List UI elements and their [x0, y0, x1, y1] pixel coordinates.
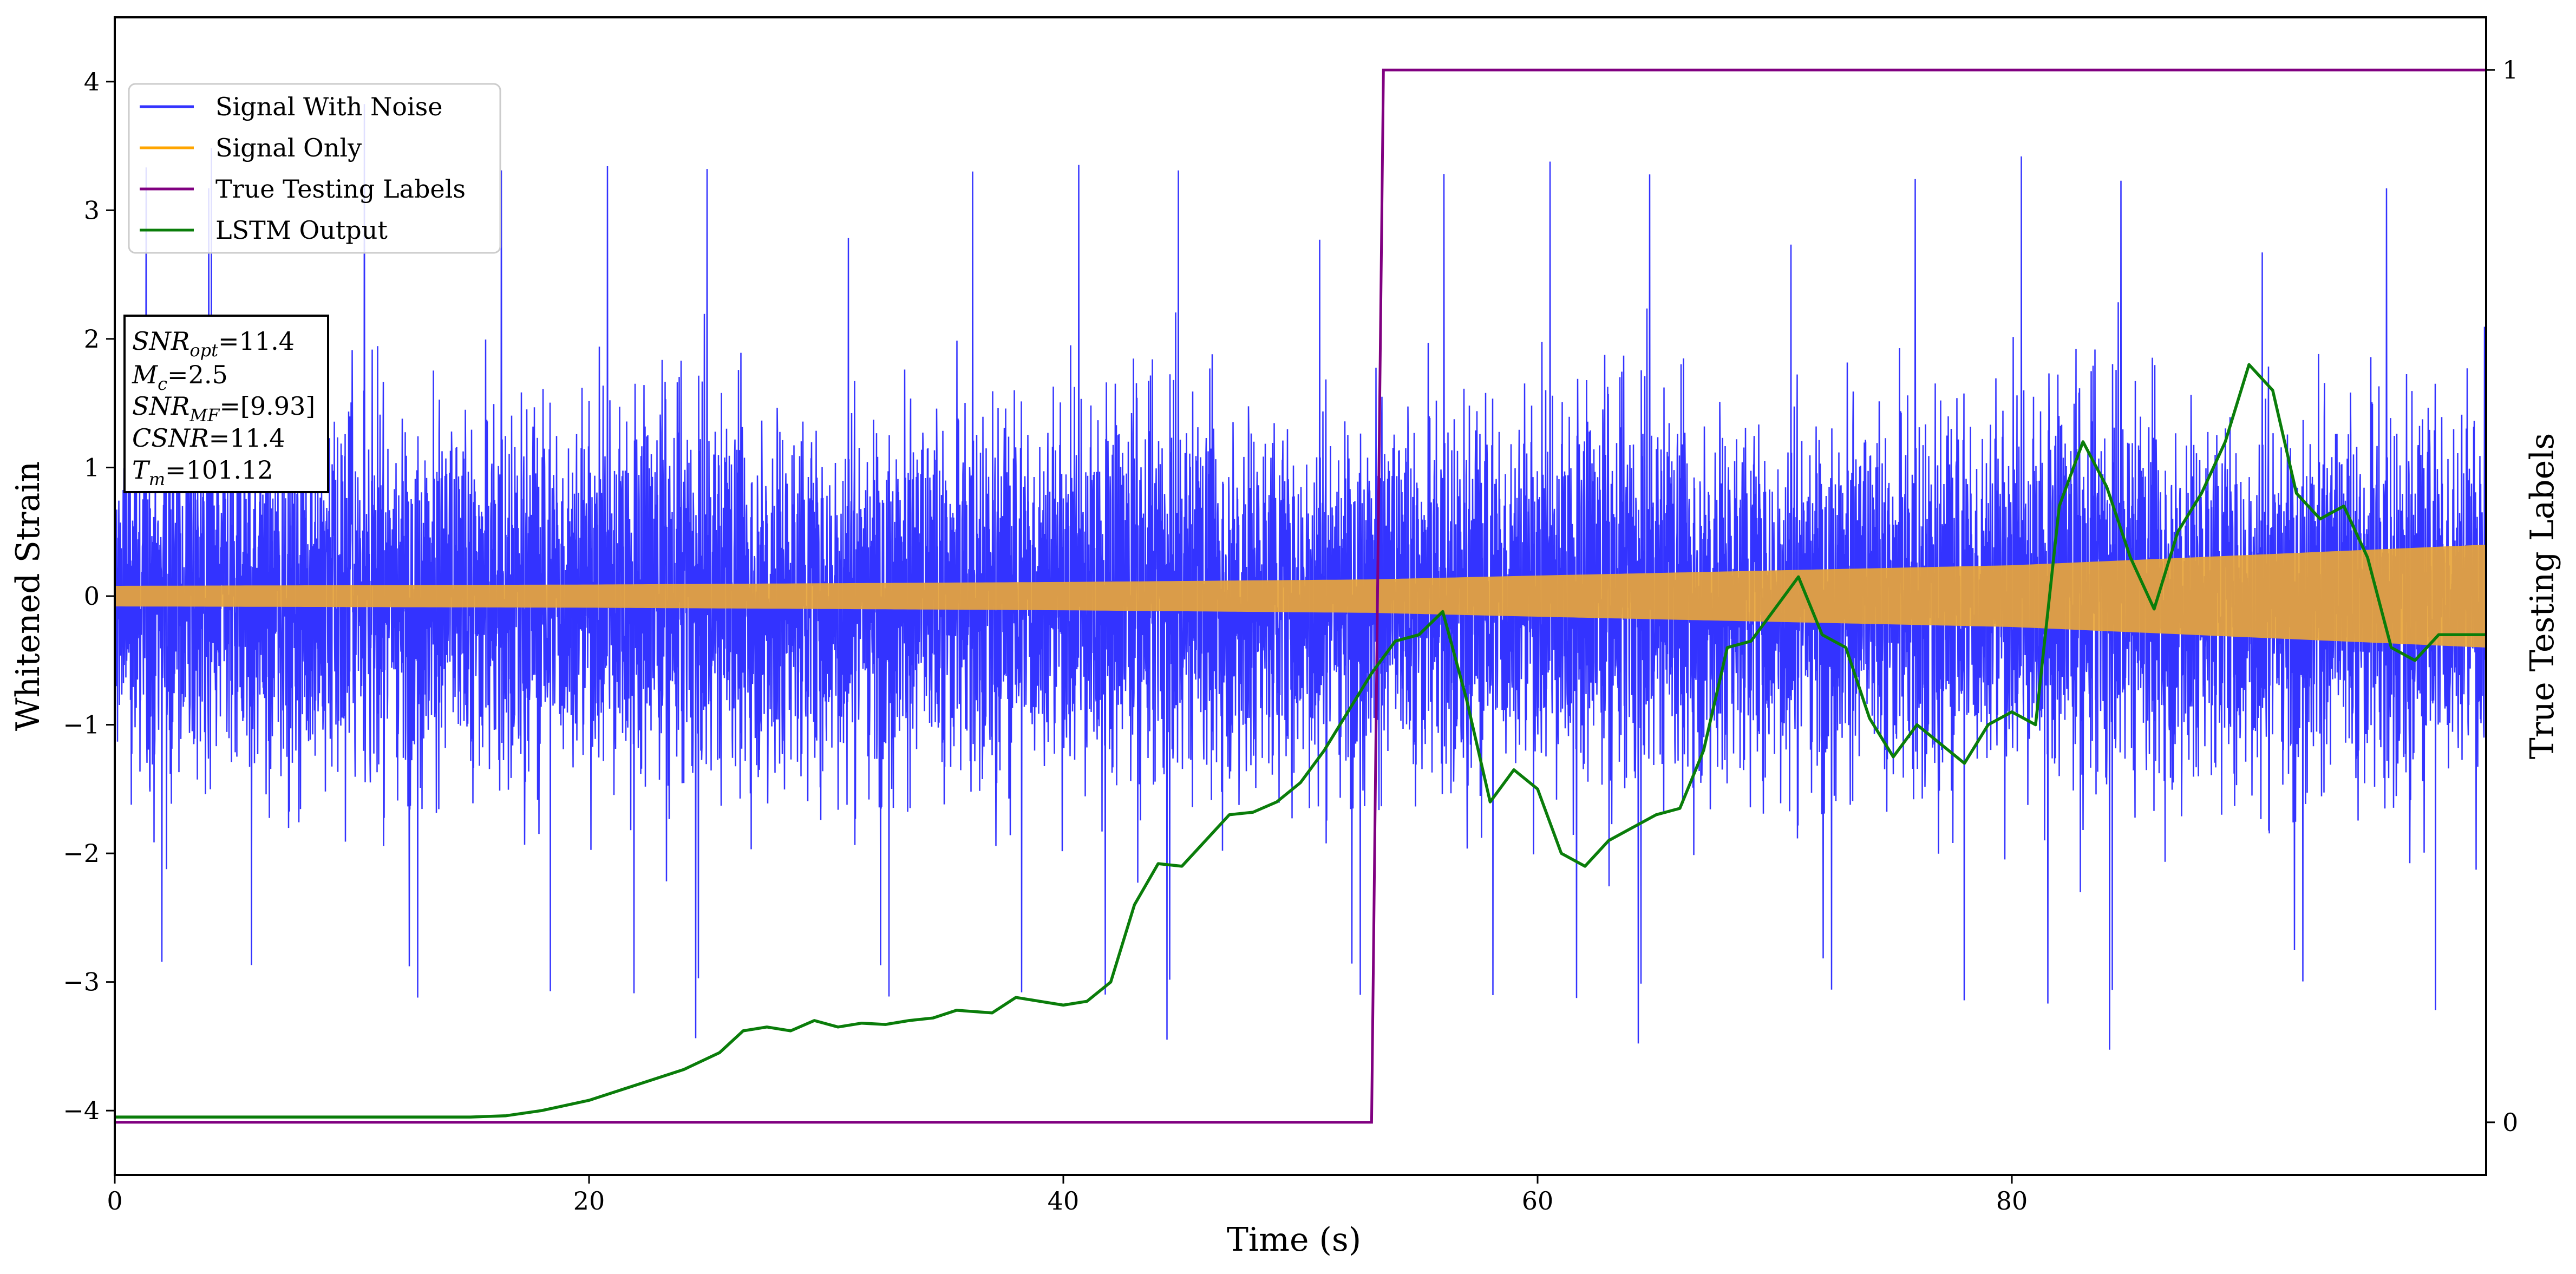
y-tick-label: 1 [84, 453, 100, 482]
y-tick-label: −3 [63, 968, 100, 997]
legend-entry-label: LSTM Output [215, 215, 388, 245]
y-tick-label: −1 [63, 710, 100, 740]
y-axis-title: Whitened Strain [9, 461, 47, 731]
legend-frame [128, 83, 501, 254]
info-box: SNRopt=11.4 Mc=2.5 SNRMF=[9.93] CSNR=11.… [123, 315, 329, 493]
y-tick-label: −4 [63, 1096, 100, 1125]
x-tick-label: 40 [1048, 1186, 1080, 1216]
y-axis-left: −4 −3 −2 −1 0 1 2 3 4 [63, 67, 115, 1125]
y2-tick-label: 1 [2502, 55, 2518, 84]
legend-entry-label: Signal With Noise [215, 92, 442, 121]
info-csnr: CSNR=11.4 [132, 423, 285, 453]
info-mc: Mc=2.5 [132, 360, 228, 394]
x-tick-label: 20 [573, 1186, 605, 1216]
y2-axis-title: True Testing Labels [2523, 433, 2561, 760]
legend-entry-label: True Testing Labels [215, 174, 466, 204]
info-tm: Tm=101.12 [132, 455, 273, 489]
series-true-testing-labels [115, 68, 2486, 1124]
legend-entry-label: Signal Only [215, 133, 362, 162]
y-tick-label: 3 [84, 195, 100, 225]
info-snr-mf: SNRMF=[9.93] [132, 391, 315, 426]
x-axis: 0 20 40 60 80 [107, 1175, 2028, 1216]
x-tick-label: 0 [107, 1186, 122, 1216]
series-signal-only [115, 545, 2486, 648]
info-box-frame [123, 315, 329, 493]
y-tick-label: 2 [84, 324, 100, 354]
x-tick-label: 60 [1522, 1186, 1554, 1216]
y-axis-right: 01 [2486, 55, 2518, 1137]
y-tick-label: 4 [84, 67, 100, 96]
y-tick-label: −2 [63, 839, 100, 868]
x-tick-label: 80 [1996, 1186, 2028, 1216]
y-tick-label: 0 [84, 582, 100, 611]
y2-tick-label: 0 [2502, 1108, 2518, 1137]
legend: Signal With Noise Signal Only True Testing… [128, 83, 501, 254]
plot-area [115, 68, 2486, 1124]
x-axis-title: Time (s) [1227, 1221, 1361, 1259]
info-snr-opt: SNRopt=11.4 [132, 326, 295, 361]
series-lstm-output [115, 363, 2486, 1119]
